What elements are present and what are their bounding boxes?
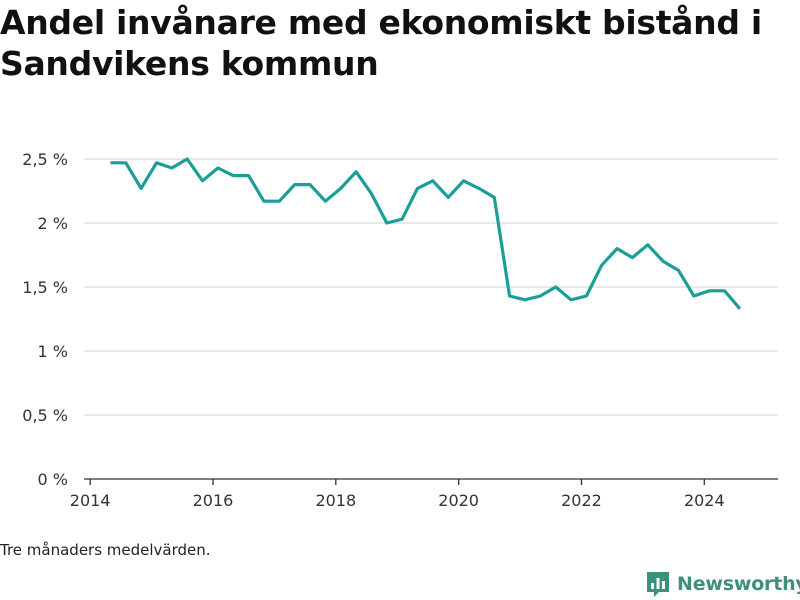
x-tick-label: 2016 bbox=[193, 491, 234, 510]
x-tick-label: 2024 bbox=[684, 491, 725, 510]
y-tick-label: 0,5 % bbox=[22, 406, 68, 425]
y-tick-label: 1 % bbox=[38, 342, 68, 361]
chart-title: Andel invånare med ekonomiskt bistånd i … bbox=[0, 3, 762, 83]
gridlines bbox=[84, 158, 778, 416]
newsworthy-brand[interactable]: Newsworthy bbox=[645, 569, 800, 599]
x-tick-label: 2018 bbox=[315, 491, 356, 510]
bar-chart-logo-icon bbox=[647, 572, 669, 597]
y-tick-label: 1,5 % bbox=[22, 278, 68, 297]
x-axis: 2014 2016 2018 2020 2022 2024 bbox=[70, 478, 778, 510]
x-tick-label: 2022 bbox=[561, 491, 602, 510]
series-layer bbox=[110, 157, 742, 310]
x-tick-label: 2014 bbox=[70, 491, 111, 510]
y-tick-label: 2 % bbox=[38, 214, 68, 233]
y-tick-label: 0 % bbox=[38, 470, 68, 489]
y-axis-tick-labels: 0 % 0,5 % 1 % 1,5 % 2 % 2,5 % bbox=[22, 150, 68, 489]
brand-name: Newsworthy bbox=[677, 573, 800, 595]
chart-footnote: Tre månaders medelvärden. bbox=[0, 541, 211, 559]
x-tick-label: 2020 bbox=[438, 491, 479, 510]
series-line bbox=[110, 157, 742, 310]
y-tick-label: 2,5 % bbox=[22, 150, 68, 169]
